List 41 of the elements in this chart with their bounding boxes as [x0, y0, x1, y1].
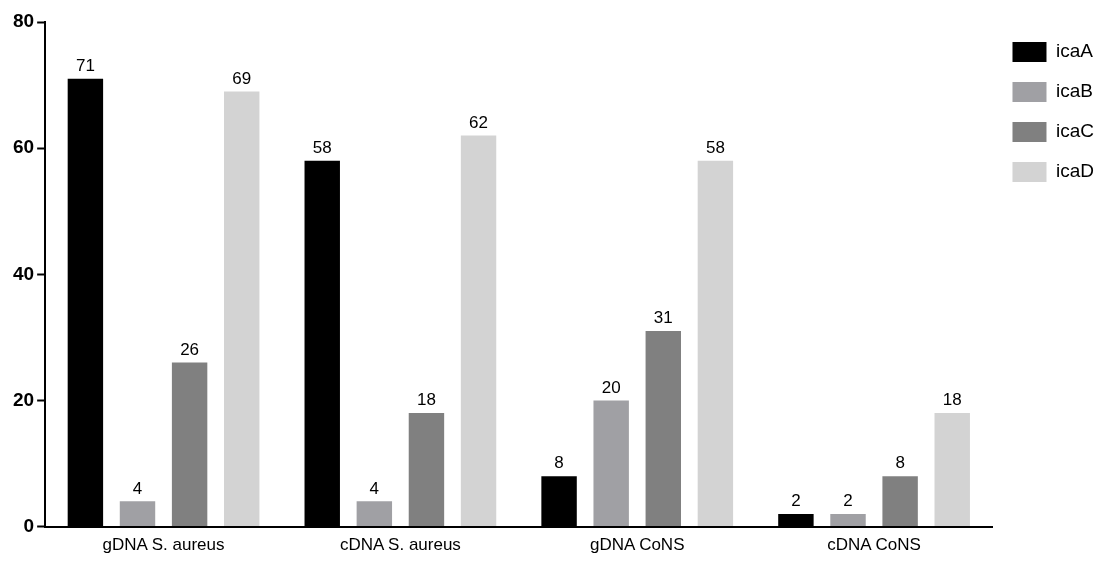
- legend-label: icaB: [1055, 80, 1093, 102]
- data-label: 31: [653, 308, 673, 328]
- bar: [119, 501, 156, 527]
- data-label: 18: [942, 390, 962, 410]
- data-label: 2: [791, 491, 801, 511]
- bar: [882, 476, 918, 527]
- x-tick-label: gDNA CoNS: [589, 535, 685, 555]
- y-tick-label: 0: [23, 514, 35, 536]
- bar: [356, 501, 393, 527]
- x-tick-label: cDNA CoNS: [827, 535, 921, 555]
- data-label: 8: [895, 453, 905, 473]
- data-label: 62: [469, 112, 489, 132]
- data-label: 8: [554, 453, 564, 473]
- data-label: 69: [232, 68, 252, 88]
- y-tick-label: 80: [12, 10, 35, 32]
- legend-label: icaD: [1055, 160, 1095, 182]
- legend-label: icaC: [1055, 120, 1095, 142]
- data-label: 58: [312, 137, 332, 157]
- data-label: 2: [843, 491, 853, 511]
- bar: [593, 400, 629, 527]
- bar: [460, 135, 497, 527]
- bar: [224, 91, 260, 527]
- bar: [408, 413, 445, 527]
- data-label: 4: [132, 478, 143, 498]
- bar: [645, 331, 681, 527]
- data-label: 71: [75, 55, 95, 75]
- bar: [934, 413, 970, 527]
- data-label: 4: [369, 478, 380, 498]
- data-label: 18: [416, 390, 436, 410]
- data-label: 20: [601, 377, 621, 397]
- y-tick-label: 20: [12, 388, 35, 410]
- bar: [697, 160, 734, 527]
- bar: [171, 362, 208, 527]
- x-tick-label: cDNA S. aureus: [339, 535, 461, 555]
- bar: [830, 513, 866, 527]
- y-tick-label: 60: [12, 136, 35, 158]
- data-label: 26: [180, 339, 200, 359]
- x-tick-label: gDNA S. aureus: [102, 535, 225, 555]
- legend-label: icaA: [1055, 40, 1094, 62]
- data-label: 58: [705, 137, 725, 157]
- y-tick-label: 40: [12, 262, 35, 284]
